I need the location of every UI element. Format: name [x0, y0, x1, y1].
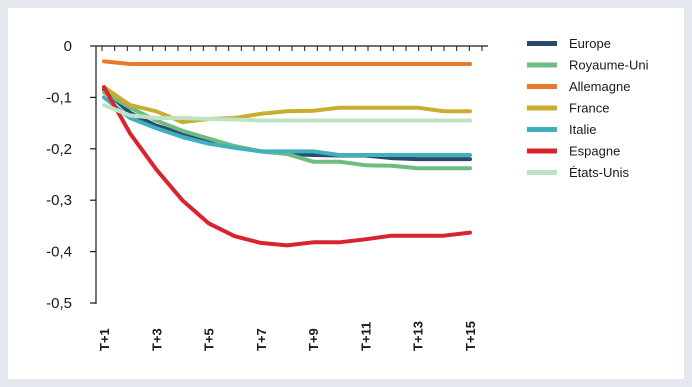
series-lines — [102, 59, 472, 248]
legend-swatch — [527, 62, 557, 68]
chart-panel — [8, 8, 684, 379]
x-tick-label: T+5 — [202, 328, 217, 351]
series-line-allemagne — [102, 59, 472, 66]
series-line-france — [102, 85, 472, 125]
x-tick-label: T+9 — [306, 328, 321, 351]
x-tick-label: T+3 — [149, 328, 164, 351]
legend-label: Allemagne — [569, 79, 630, 94]
x-tick-label: T+13 — [411, 321, 426, 351]
legend: Europe Royaume-Uni Allemagne France Italie Es… — [527, 36, 649, 180]
legend-label: Royaume-Uni — [569, 58, 649, 73]
x-tick-label: T+7 — [254, 328, 269, 351]
series-line--tats-unis — [102, 103, 472, 123]
axes: 0 -0,1 -0,2 -0,3 -0,4 -0,5 T+1 T+3 T+5 T+7 T+9 T+11… — [46, 38, 488, 351]
legend-label: Europe — [569, 36, 611, 51]
legend-label: Espagne — [569, 144, 620, 159]
series-line-italie — [102, 95, 472, 157]
x-tick-label: T+1 — [97, 328, 112, 351]
y-tick-label: -0,2 — [46, 141, 72, 158]
legend-label: France — [569, 101, 609, 116]
legend-swatch — [527, 148, 557, 154]
legend-label: États-Unis — [569, 165, 629, 180]
legend-swatch — [527, 41, 557, 46]
y-tick-label: -0,5 — [46, 295, 72, 312]
legend-label: Italie — [569, 122, 596, 137]
x-tick-label: T+11 — [358, 322, 373, 351]
y-tick-label: -0,1 — [46, 89, 72, 106]
legend-swatch — [527, 127, 557, 132]
legend-swatch — [527, 84, 557, 89]
y-tick-label: -0,4 — [46, 244, 72, 261]
x-tick-label: T+15 — [463, 321, 478, 351]
series-line-royaume-uni — [102, 90, 472, 171]
legend-swatch — [527, 105, 557, 111]
series-line-europe — [102, 87, 472, 162]
legend-swatch — [527, 170, 557, 175]
y-tick-label: -0,3 — [46, 192, 72, 209]
series-line-espagne — [102, 85, 472, 248]
y-tick-label: 0 — [64, 38, 72, 55]
